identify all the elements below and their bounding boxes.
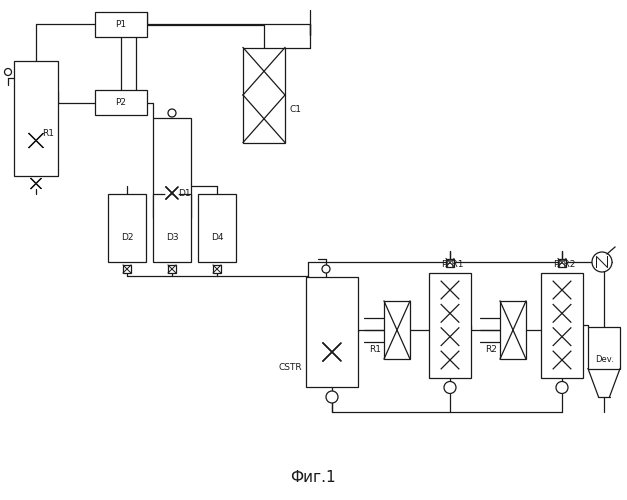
Circle shape [592,252,612,272]
Bar [95,12,147,37]
Polygon shape [36,178,41,188]
Text: CSTR: CSTR [278,362,302,372]
Polygon shape [29,134,36,147]
Text: P2: P2 [115,98,127,107]
Circle shape [4,68,11,75]
Bar [384,301,410,359]
Bar [198,194,236,262]
Bar [243,48,285,142]
Text: D1: D1 [177,188,191,198]
Text: R1: R1 [42,128,54,138]
Bar [213,265,221,273]
Bar [541,272,583,378]
Text: D3: D3 [166,234,178,242]
Bar [500,301,526,359]
Bar [588,327,620,368]
Text: Dev.: Dev. [594,354,613,364]
Bar [429,272,471,378]
Text: P1: P1 [115,20,127,29]
Polygon shape [323,343,332,361]
Text: Фиг.1: Фиг.1 [290,470,336,486]
Polygon shape [31,178,36,188]
Polygon shape [172,187,178,199]
Bar [306,277,358,387]
Text: R1: R1 [369,346,381,354]
Bar [153,118,191,218]
Circle shape [326,391,338,403]
Polygon shape [166,187,172,199]
Text: C1: C1 [290,106,302,114]
Bar [14,60,58,176]
Bar [153,194,191,262]
Text: PFR1: PFR1 [441,260,463,269]
Text: PFR2: PFR2 [553,260,575,269]
Polygon shape [332,343,341,361]
Bar [123,265,131,273]
Circle shape [556,382,568,394]
Bar [446,258,454,266]
Circle shape [444,382,456,394]
Bar [108,194,146,262]
Text: D4: D4 [211,234,223,242]
Polygon shape [36,134,43,147]
Circle shape [322,265,330,273]
Bar [95,90,147,115]
Text: R2: R2 [485,346,497,354]
Bar [558,258,566,266]
Text: D2: D2 [121,234,134,242]
Bar [168,265,176,273]
Circle shape [168,109,176,117]
